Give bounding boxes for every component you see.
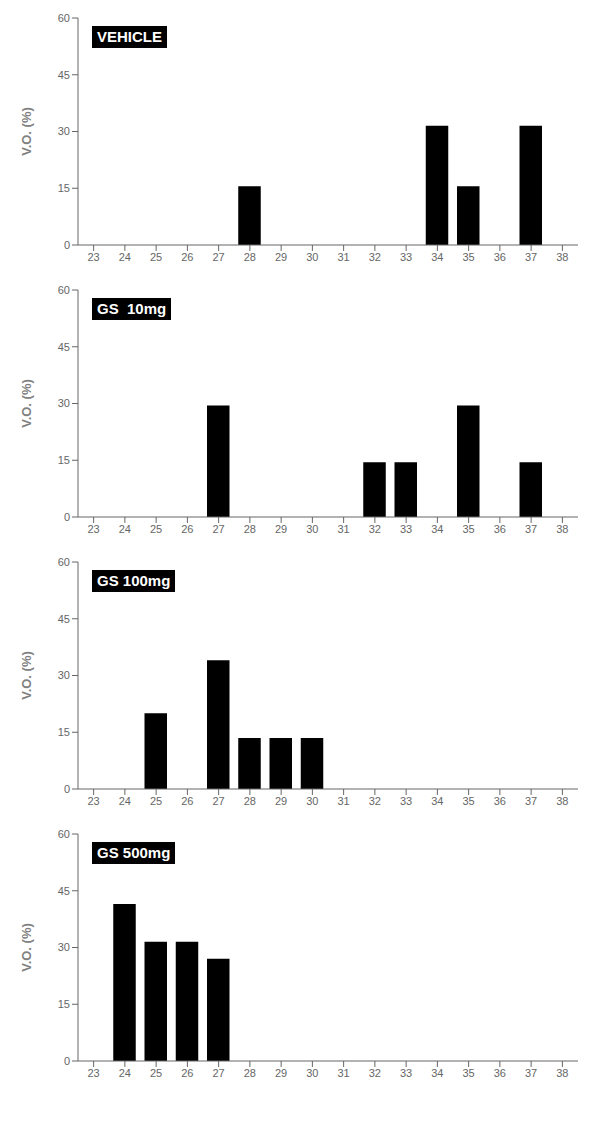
svg-text:60: 60 [58,556,70,568]
svg-text:30: 30 [58,941,70,953]
svg-text:0: 0 [64,1055,70,1067]
svg-text:30: 30 [58,669,70,681]
svg-text:30: 30 [306,1067,318,1079]
svg-text:25: 25 [150,1067,162,1079]
svg-text:26: 26 [181,795,193,807]
svg-text:36: 36 [494,1067,506,1079]
svg-text:33: 33 [400,523,412,535]
svg-text:35: 35 [463,251,475,263]
svg-text:28: 28 [244,1067,256,1079]
svg-text:29: 29 [275,251,287,263]
svg-text:V.O. (%): V.O. (%) [19,651,34,700]
svg-text:31: 31 [338,1067,350,1079]
svg-text:28: 28 [244,251,256,263]
svg-text:28: 28 [244,795,256,807]
svg-text:60: 60 [58,284,70,296]
svg-text:26: 26 [181,1067,193,1079]
svg-text:33: 33 [400,1067,412,1079]
svg-text:60: 60 [58,12,70,24]
svg-text:30: 30 [306,523,318,535]
svg-text:29: 29 [275,795,287,807]
svg-text:25: 25 [150,251,162,263]
svg-text:23: 23 [88,523,100,535]
svg-text:0: 0 [64,511,70,523]
svg-text:29: 29 [275,1067,287,1079]
svg-text:37: 37 [525,795,537,807]
svg-text:37: 37 [525,523,537,535]
svg-text:36: 36 [494,251,506,263]
svg-text:33: 33 [400,795,412,807]
svg-text:27: 27 [213,523,225,535]
svg-text:32: 32 [369,523,381,535]
svg-text:35: 35 [463,523,475,535]
svg-text:V.O. (%): V.O. (%) [19,923,34,972]
html-text:VEHICLE: VEHICLE [97,28,162,45]
svg-text:25: 25 [150,523,162,535]
svg-text:37: 37 [525,251,537,263]
svg-text:V.O. (%): V.O. (%) [19,379,34,428]
svg-text:38: 38 [556,795,568,807]
svg-text:45: 45 [58,341,70,353]
svg-text:30: 30 [58,397,70,409]
svg-text:34: 34 [431,795,443,807]
html-text:GS 500mg: GS 500mg [97,844,171,861]
svg-text:38: 38 [556,251,568,263]
svg-text:27: 27 [213,795,225,807]
svg-text:0: 0 [64,783,70,795]
svg-text:30: 30 [306,795,318,807]
svg-text:35: 35 [463,1067,475,1079]
svg-text:V.O. (%): V.O. (%) [19,107,34,156]
svg-text:34: 34 [431,251,443,263]
svg-text:15: 15 [58,182,70,194]
svg-text:32: 32 [369,1067,381,1079]
svg-text:25: 25 [150,795,162,807]
svg-text:23: 23 [88,1067,100,1079]
svg-text:23: 23 [88,795,100,807]
svg-text:36: 36 [494,523,506,535]
svg-text:27: 27 [213,1067,225,1079]
html-text:GS 10mg: GS 10mg [97,300,167,317]
svg-text:28: 28 [244,523,256,535]
svg-text:29: 29 [275,523,287,535]
svg-text:30: 30 [306,251,318,263]
svg-text:38: 38 [556,1067,568,1079]
svg-text:45: 45 [58,69,70,81]
svg-text:0: 0 [64,239,70,251]
svg-text:32: 32 [369,251,381,263]
svg-text:34: 34 [431,1067,443,1079]
html-text:GS 100mg: GS 100mg [97,572,171,589]
svg-text:36: 36 [494,795,506,807]
svg-text:24: 24 [119,1067,131,1079]
svg-text:31: 31 [338,251,350,263]
svg-text:31: 31 [338,795,350,807]
svg-text:45: 45 [58,613,70,625]
svg-text:34: 34 [431,523,443,535]
svg-text:38: 38 [556,523,568,535]
svg-text:23: 23 [88,251,100,263]
svg-text:27: 27 [213,251,225,263]
svg-text:35: 35 [463,795,475,807]
svg-text:26: 26 [181,523,193,535]
svg-text:45: 45 [58,885,70,897]
svg-text:33: 33 [400,251,412,263]
svg-text:24: 24 [119,523,131,535]
svg-text:15: 15 [58,454,70,466]
svg-text:26: 26 [181,251,193,263]
svg-text:24: 24 [119,251,131,263]
svg-text:32: 32 [369,795,381,807]
svg-text:31: 31 [338,523,350,535]
svg-text:30: 30 [58,125,70,137]
svg-text:60: 60 [58,828,70,840]
svg-text:37: 37 [525,1067,537,1079]
svg-text:15: 15 [58,726,70,738]
svg-text:24: 24 [119,795,131,807]
svg-text:15: 15 [58,998,70,1010]
